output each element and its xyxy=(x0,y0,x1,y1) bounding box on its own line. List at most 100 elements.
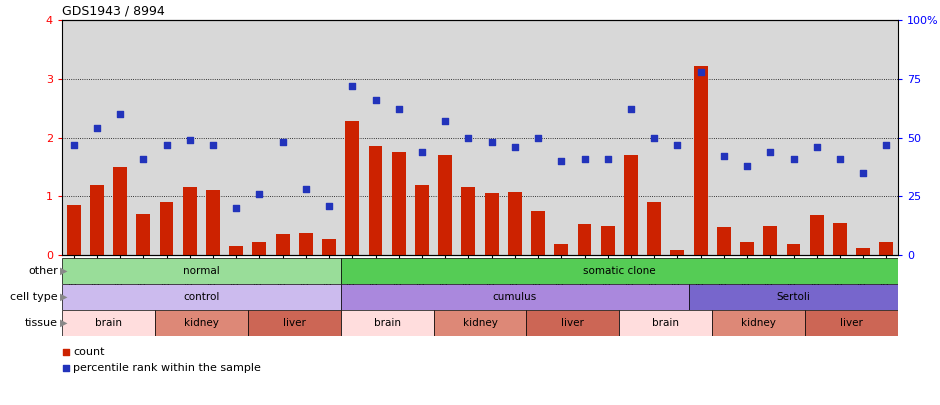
Point xyxy=(530,134,545,141)
Bar xyxy=(62,310,155,336)
Text: kidney: kidney xyxy=(184,318,219,328)
Text: control: control xyxy=(183,292,220,302)
Bar xyxy=(275,234,290,255)
Bar xyxy=(880,242,893,255)
Bar xyxy=(619,310,713,336)
Bar xyxy=(531,211,545,255)
Point xyxy=(58,349,73,355)
Text: other: other xyxy=(28,266,58,276)
Bar xyxy=(577,224,591,255)
Point xyxy=(809,144,824,150)
Point xyxy=(298,186,313,192)
Bar xyxy=(833,223,847,255)
Bar xyxy=(345,121,359,255)
Text: cumulus: cumulus xyxy=(493,292,537,302)
Point xyxy=(228,205,243,211)
Point xyxy=(321,202,337,209)
Bar xyxy=(340,310,433,336)
Bar xyxy=(136,214,150,255)
Bar xyxy=(670,250,684,255)
Bar xyxy=(555,245,569,255)
Point xyxy=(762,148,777,155)
Point xyxy=(135,156,150,162)
Bar xyxy=(62,258,340,284)
Point xyxy=(786,156,801,162)
Bar xyxy=(206,190,220,255)
Bar xyxy=(856,248,870,255)
Text: tissue: tissue xyxy=(25,318,58,328)
Point xyxy=(182,136,197,143)
Bar xyxy=(806,310,898,336)
Text: liver: liver xyxy=(283,318,306,328)
Text: normal: normal xyxy=(183,266,220,276)
Point xyxy=(89,125,104,131)
Point xyxy=(833,156,848,162)
Bar xyxy=(155,310,248,336)
Bar xyxy=(415,185,429,255)
Point xyxy=(461,134,476,141)
Bar xyxy=(508,192,522,255)
Bar xyxy=(787,245,801,255)
Bar xyxy=(462,188,476,255)
Bar xyxy=(340,258,898,284)
Point xyxy=(58,365,73,371)
Text: brain: brain xyxy=(373,318,400,328)
Bar xyxy=(713,310,806,336)
Text: GDS1943 / 8994: GDS1943 / 8994 xyxy=(62,4,164,17)
Bar xyxy=(67,205,81,255)
Bar xyxy=(717,227,730,255)
Point xyxy=(623,106,638,113)
Point xyxy=(484,139,499,145)
Text: ▶: ▶ xyxy=(60,266,68,276)
Bar xyxy=(809,215,823,255)
Bar xyxy=(438,155,452,255)
Text: liver: liver xyxy=(561,318,585,328)
Point xyxy=(577,156,592,162)
Bar xyxy=(368,146,383,255)
Point xyxy=(368,97,383,103)
Bar xyxy=(601,226,615,255)
Bar xyxy=(322,239,336,255)
Text: kidney: kidney xyxy=(462,318,497,328)
Text: Sertoli: Sertoli xyxy=(776,292,810,302)
Bar xyxy=(624,155,638,255)
Bar xyxy=(648,202,661,255)
Text: ▶: ▶ xyxy=(60,318,68,328)
Bar xyxy=(689,284,898,310)
Point xyxy=(206,141,221,148)
Point xyxy=(693,68,708,75)
Text: somatic clone: somatic clone xyxy=(583,266,655,276)
Point xyxy=(879,141,894,148)
Point xyxy=(159,141,174,148)
Bar xyxy=(182,188,196,255)
Point xyxy=(438,118,453,124)
Bar xyxy=(160,202,174,255)
Text: cell type: cell type xyxy=(10,292,58,302)
Text: brain: brain xyxy=(95,318,122,328)
Point xyxy=(415,148,430,155)
Bar xyxy=(485,193,498,255)
Bar xyxy=(248,310,340,336)
Point xyxy=(508,144,523,150)
Text: percentile rank within the sample: percentile rank within the sample xyxy=(73,363,261,373)
Bar xyxy=(763,226,777,255)
Bar xyxy=(694,66,708,255)
Text: count: count xyxy=(73,347,104,357)
Point xyxy=(345,83,360,89)
Text: ▶: ▶ xyxy=(60,292,68,302)
Point xyxy=(66,141,81,148)
Bar xyxy=(229,246,243,255)
Bar xyxy=(113,167,127,255)
Point xyxy=(554,158,569,164)
Bar xyxy=(526,310,619,336)
Point xyxy=(670,141,685,148)
Point xyxy=(113,111,128,117)
Bar xyxy=(253,242,266,255)
Point xyxy=(252,191,267,197)
Point xyxy=(275,139,290,145)
Bar xyxy=(299,233,313,255)
Text: brain: brain xyxy=(652,318,680,328)
Point xyxy=(855,170,870,176)
Point xyxy=(716,153,731,160)
Text: kidney: kidney xyxy=(742,318,776,328)
